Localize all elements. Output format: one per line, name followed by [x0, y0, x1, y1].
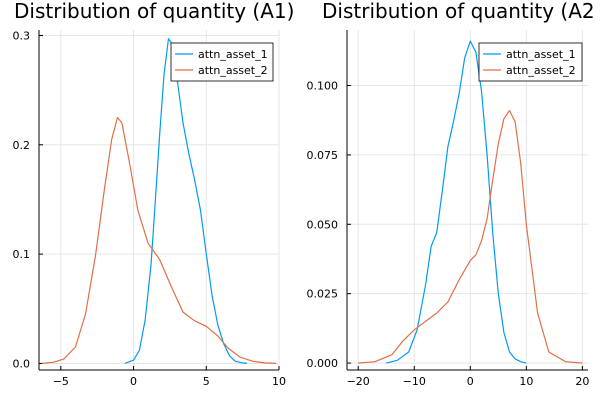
y-tick-label: 0.000: [307, 357, 339, 370]
y-tick-label: 0.3: [13, 29, 31, 42]
chart-panel-a1: −5 0 5 10 0.0 0.1 0.2 0.3 Distribution of quanti…: [13, 0, 295, 388]
x-tick-label: −5: [53, 375, 69, 388]
x-tick-label: 20: [575, 375, 589, 388]
legend-box: [478, 42, 583, 82]
chart-panel-a2: −20 −10 0 10 20 0.000 0.025 0.050 0.075 0.100 Dist…: [307, 0, 595, 388]
y-tick-label: 0.050: [307, 218, 339, 231]
x-tick-label: 0: [130, 375, 137, 388]
legend-box: [170, 42, 274, 82]
series-line-attn-asset-2: [41, 116, 277, 364]
chart-title: Distribution of quantity (A2: [322, 0, 595, 23]
legend-label: attn_asset_1: [506, 48, 576, 61]
series-line-attn-asset-1: [124, 38, 248, 364]
x-tick-label: −20: [347, 375, 370, 388]
x-tick-label: 0: [467, 375, 474, 388]
y-tick-label: 0.0: [13, 357, 31, 370]
series-line-attn-asset-2: [358, 109, 583, 364]
y-tick-label: 0.2: [13, 139, 31, 152]
y-tick-label: 0.1: [13, 248, 31, 261]
legend-label: attn_asset_1: [198, 48, 268, 61]
y-tick-label: 0.100: [307, 80, 339, 93]
x-tick-label: 10: [272, 375, 286, 388]
series-line-attn-asset-1: [386, 40, 527, 364]
y-tick-label: 0.025: [307, 288, 339, 301]
y-tick-label: 0.075: [307, 149, 339, 162]
x-tick-label: 5: [203, 375, 210, 388]
x-tick-label: −10: [403, 375, 426, 388]
x-tick-label: 10: [519, 375, 533, 388]
chart-title: Distribution of quantity (A1): [14, 0, 294, 23]
legend-label: attn_asset_2: [198, 64, 268, 77]
legend-label: attn_asset_2: [506, 64, 576, 77]
